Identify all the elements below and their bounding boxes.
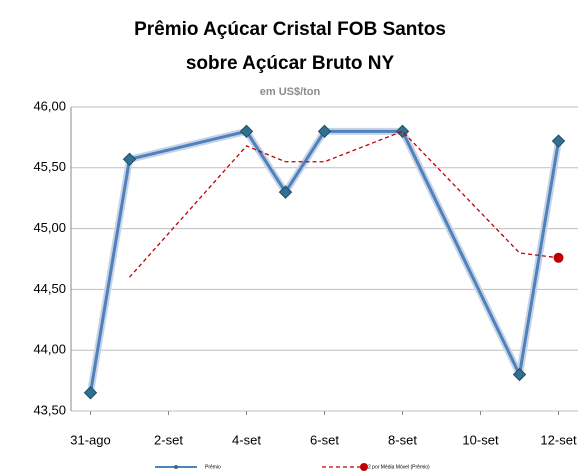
legend-marker xyxy=(174,465,178,469)
x-tick-label: 6-set xyxy=(310,432,339,447)
chart-title: Prêmio Açúcar Cristal FOB Santos xyxy=(134,19,446,40)
marker xyxy=(512,367,527,382)
y-tick-label: 46,00 xyxy=(33,98,66,113)
x-tick-label: 4-set xyxy=(232,432,261,447)
marker xyxy=(317,124,332,139)
marker xyxy=(83,386,98,400)
legend-label: 2 por Média Móvel (Prêmio) xyxy=(368,464,430,470)
x-tick-label: 10-set xyxy=(462,432,499,447)
legend-marker xyxy=(360,463,368,471)
series-line xyxy=(129,130,559,278)
legend-label: Prêmio xyxy=(205,464,221,470)
marker xyxy=(278,185,293,199)
x-tick-label: 2-set xyxy=(154,432,183,447)
y-tick-label: 45,50 xyxy=(33,159,66,174)
chart-subtitle: em US$/ton xyxy=(260,86,321,98)
y-tick-label: 43,50 xyxy=(33,402,66,417)
marker xyxy=(551,134,566,148)
y-tick-label: 44,00 xyxy=(33,342,66,357)
marker xyxy=(122,152,137,166)
marker xyxy=(553,252,564,263)
chart-title: sobre Açúcar Bruto NY xyxy=(186,53,395,74)
x-tick-label: 12-set xyxy=(540,432,577,447)
series-line xyxy=(89,129,560,394)
x-tick-label: 8-set xyxy=(388,432,417,447)
y-tick-label: 45,00 xyxy=(33,220,66,235)
marker xyxy=(239,124,254,139)
y-tick-label: 44,50 xyxy=(33,281,66,296)
x-tick-label: 31-ago xyxy=(70,432,110,447)
series-glow xyxy=(87,127,562,394)
